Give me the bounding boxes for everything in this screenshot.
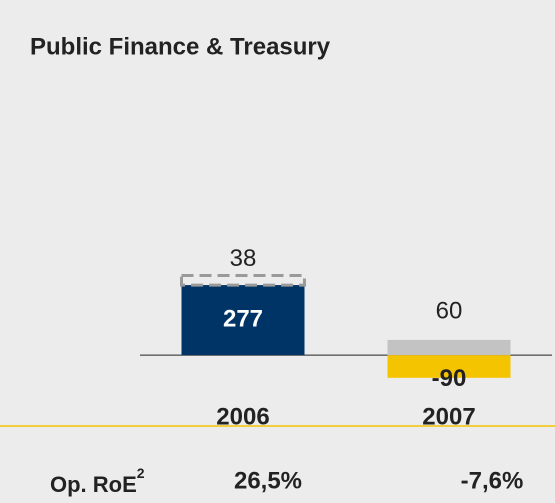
roe-label-text: Op. RoE xyxy=(50,472,137,497)
roe-value: 26,5% xyxy=(234,467,302,494)
value-label: -90 xyxy=(432,365,467,392)
bar-outline xyxy=(180,273,306,287)
value-label: 60 xyxy=(436,297,463,324)
bar xyxy=(387,355,511,378)
roe-value: -7,6% xyxy=(461,467,524,494)
roe-note: 2 xyxy=(137,465,145,481)
chart-title: Public Finance & Treasury xyxy=(30,33,331,60)
value-label: 277 xyxy=(223,305,263,332)
roe-label: Op. RoE2 xyxy=(50,465,145,497)
value-label: 38 xyxy=(230,245,257,272)
bar xyxy=(387,339,511,356)
bar xyxy=(181,285,305,356)
x-tick-label: 2006 xyxy=(216,403,269,430)
x-tick-label: 2007 xyxy=(422,403,475,430)
